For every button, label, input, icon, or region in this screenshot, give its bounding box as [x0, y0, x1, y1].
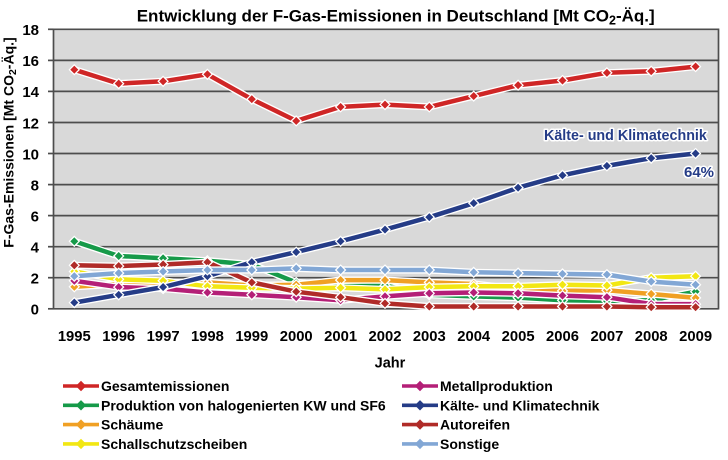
svg-text:4: 4: [31, 240, 40, 257]
svg-text:2005: 2005: [502, 329, 535, 345]
svg-text:2: 2: [31, 271, 39, 288]
svg-text:2000: 2000: [280, 329, 313, 345]
svg-text:2001: 2001: [324, 329, 357, 345]
svg-text:2008: 2008: [635, 329, 668, 345]
svg-text:14: 14: [22, 84, 39, 101]
svg-text:Autoreifen: Autoreifen: [440, 417, 510, 433]
svg-text:Sonstige: Sonstige: [440, 436, 499, 452]
svg-text:2007: 2007: [590, 329, 623, 345]
svg-text:8: 8: [31, 177, 39, 194]
svg-text:6: 6: [31, 208, 39, 225]
svg-text:1997: 1997: [147, 329, 180, 345]
svg-text:10: 10: [22, 146, 39, 163]
svg-text:Gesamtemissionen: Gesamtemissionen: [101, 378, 229, 394]
svg-text:2009: 2009: [679, 329, 712, 345]
svg-text:Kälte- und Klimatechnik: Kälte- und Klimatechnik: [544, 128, 707, 144]
svg-text:1996: 1996: [102, 329, 135, 345]
svg-text:2006: 2006: [546, 329, 579, 345]
svg-text:Schallschutzscheiben: Schallschutzscheiben: [101, 436, 247, 452]
svg-text:16: 16: [22, 53, 39, 70]
svg-text:Jahr: Jahr: [375, 356, 406, 372]
svg-text:Entwicklung der F-Gas-Emission: Entwicklung der F-Gas-Emissionen in Deut…: [137, 6, 655, 27]
svg-text:1995: 1995: [58, 329, 91, 345]
svg-text:F-Gas-Emissionen [Mt CO2-Äq.]: F-Gas-Emissionen [Mt CO2-Äq.]: [1, 37, 20, 247]
svg-text:2002: 2002: [369, 329, 402, 345]
svg-text:2004: 2004: [457, 329, 491, 345]
svg-text:Metallproduktion: Metallproduktion: [440, 378, 553, 394]
svg-text:1998: 1998: [191, 329, 224, 345]
svg-text:18: 18: [22, 22, 39, 39]
svg-text:Kälte- und Klimatechnik: Kälte- und Klimatechnik: [440, 397, 600, 413]
svg-text:2003: 2003: [413, 329, 446, 345]
svg-text:0: 0: [31, 302, 39, 319]
svg-text:Schäume: Schäume: [101, 417, 163, 433]
svg-text:Produktion von halogenierten K: Produktion von halogenierten KW und SF6: [101, 397, 386, 413]
svg-text:12: 12: [22, 115, 39, 132]
svg-text:1999: 1999: [235, 329, 268, 345]
svg-text:64%: 64%: [684, 164, 714, 181]
